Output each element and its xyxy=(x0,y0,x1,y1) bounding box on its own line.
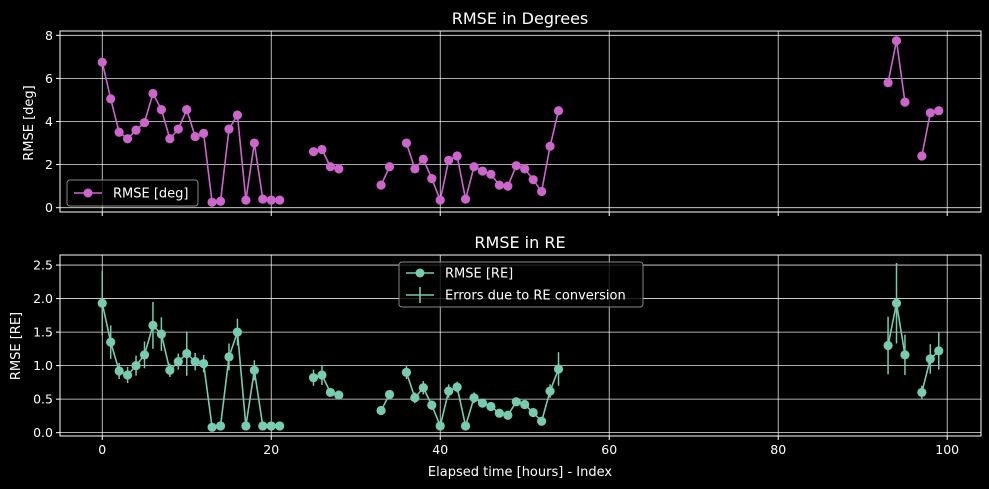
data-point-rmse-deg xyxy=(891,36,902,46)
data-point-rmse-deg xyxy=(444,155,454,165)
x-tick-label: 80 xyxy=(770,442,786,457)
data-point-rmse-deg xyxy=(418,154,428,164)
x-axis-label: Elapsed time [hours] - Index xyxy=(428,465,612,480)
series-line-rmse-deg xyxy=(101,62,280,204)
y-tick-label: 4 xyxy=(45,114,53,129)
axes-frame xyxy=(59,30,982,213)
data-point-rmse-deg xyxy=(401,138,412,148)
data-point-rmse-deg xyxy=(215,196,226,206)
y-tick-label: 0 xyxy=(45,200,53,215)
data-point-rmse-deg xyxy=(925,108,935,118)
data-point-rmse-deg xyxy=(537,186,547,197)
legend-box xyxy=(398,261,644,308)
data-point-rmse-deg xyxy=(165,134,175,144)
data-point-rmse-deg xyxy=(241,195,251,205)
x-tick-label: 60 xyxy=(601,442,617,457)
data-point-rmse-deg xyxy=(207,197,217,207)
data-point-rmse-deg xyxy=(308,147,319,157)
data-point-rmse-deg xyxy=(317,144,327,155)
data-point-rmse-deg xyxy=(266,195,276,205)
x-tick-label: 0 xyxy=(98,442,106,457)
data-point-rmse-deg xyxy=(275,195,285,205)
data-point-rmse-deg xyxy=(199,128,209,138)
data-point-rmse-deg xyxy=(384,162,395,172)
legend-label-rmse-deg: RMSE [deg] xyxy=(113,187,189,202)
y-tick-label: 6 xyxy=(45,71,53,86)
data-point-rmse-deg xyxy=(123,134,133,144)
data-point-rmse-deg xyxy=(258,194,268,204)
legend-marker-rmse-re xyxy=(415,268,425,278)
data-point-rmse-deg xyxy=(511,161,521,171)
data-point-rmse-deg xyxy=(139,117,150,128)
data-point-rmse-deg xyxy=(376,180,386,190)
x-ticks: 0 20 40 60 80 100 xyxy=(98,436,959,457)
axes-frame xyxy=(59,254,982,437)
data-point-rmse-deg xyxy=(249,138,259,148)
y-ticks: 0 2 4 6 8 xyxy=(45,28,60,215)
y-tick-label: 1.5 xyxy=(33,325,53,340)
data-point-rmse-deg xyxy=(917,151,927,161)
x-tick-label: 20 xyxy=(263,442,279,457)
data-point-rmse-deg xyxy=(232,110,243,120)
data-point-rmse-deg xyxy=(900,97,910,107)
y-ticks: 0.0 0.5 1.0 1.5 2.0 2.5 xyxy=(33,258,60,440)
y-tick-label: 8 xyxy=(45,28,53,43)
chart-title: RMSE in Degrees xyxy=(452,9,589,28)
data-point-rmse-deg xyxy=(494,180,504,190)
data-point-rmse-deg xyxy=(469,162,479,172)
series-line-rmse-re xyxy=(101,303,280,429)
y-tick-label: 2 xyxy=(45,157,53,172)
data-point-rmse-deg xyxy=(883,78,893,88)
data-point-rmse-deg xyxy=(528,175,538,185)
chart-rmse-re: RMSE in RE RMSE [RE] Elapsed time [hours… xyxy=(9,233,982,480)
legend-box xyxy=(66,179,199,207)
y-axis-label: RMSE [RE] xyxy=(9,312,24,380)
data-point-rmse-deg xyxy=(520,164,530,174)
data-point-rmse-deg xyxy=(545,141,555,151)
data-point-rmse-deg xyxy=(182,105,192,115)
data-point-rmse-deg xyxy=(503,181,513,191)
data-point-rmse-deg xyxy=(334,164,344,174)
y-tick-label: 0.5 xyxy=(33,392,53,407)
data-point-rmse-deg xyxy=(410,164,420,174)
legend-label-errors: Errors due to RE conversion xyxy=(445,289,626,304)
data-point-rmse-deg xyxy=(224,124,234,134)
data-point-rmse-deg xyxy=(477,166,488,176)
y-axis-label: RMSE [deg] xyxy=(22,85,37,161)
data-point-rmse-deg xyxy=(934,106,944,116)
y-tick-label: 1.0 xyxy=(33,358,53,373)
data-point-rmse-deg xyxy=(106,94,116,104)
chart-rmse-degrees: RMSE in Degrees RMSE [deg] 0 2 4 6 8 RMSE [d… xyxy=(22,9,982,216)
data-point-rmse-deg xyxy=(148,88,158,99)
data-point-rmse-deg xyxy=(97,57,107,67)
y-tick-label: 2.0 xyxy=(33,291,53,306)
data-point-rmse-deg xyxy=(435,195,445,205)
data-point-rmse-deg xyxy=(190,131,200,142)
x-tick-label: 100 xyxy=(935,442,959,457)
plot-area xyxy=(97,36,944,207)
plot-area xyxy=(97,263,944,432)
legend: RMSE [RE] Errors due to RE conversion xyxy=(398,261,644,308)
x-ticks xyxy=(101,212,948,216)
data-point-rmse-deg xyxy=(427,174,437,184)
data-point-rmse-deg xyxy=(325,162,335,172)
data-point-rmse-deg xyxy=(486,169,496,179)
data-point-rmse-deg xyxy=(156,105,166,115)
y-tick-label: 0.0 xyxy=(33,425,53,440)
legend: RMSE [deg] xyxy=(66,179,199,207)
legend-label-rmse-re: RMSE [RE] xyxy=(445,267,513,282)
data-point-rmse-deg xyxy=(131,125,141,135)
data-point-rmse-deg xyxy=(452,151,462,161)
data-point-rmse-deg xyxy=(173,124,183,134)
data-point-rmse-deg xyxy=(114,127,124,137)
grid xyxy=(60,31,981,212)
data-point-rmse-deg xyxy=(460,194,471,204)
y-tick-label: 2.5 xyxy=(33,258,53,273)
x-tick-label: 40 xyxy=(432,442,448,457)
legend-marker-rmse-deg xyxy=(83,188,93,198)
chart-title: RMSE in RE xyxy=(474,233,565,252)
data-point-rmse-deg xyxy=(553,106,564,116)
